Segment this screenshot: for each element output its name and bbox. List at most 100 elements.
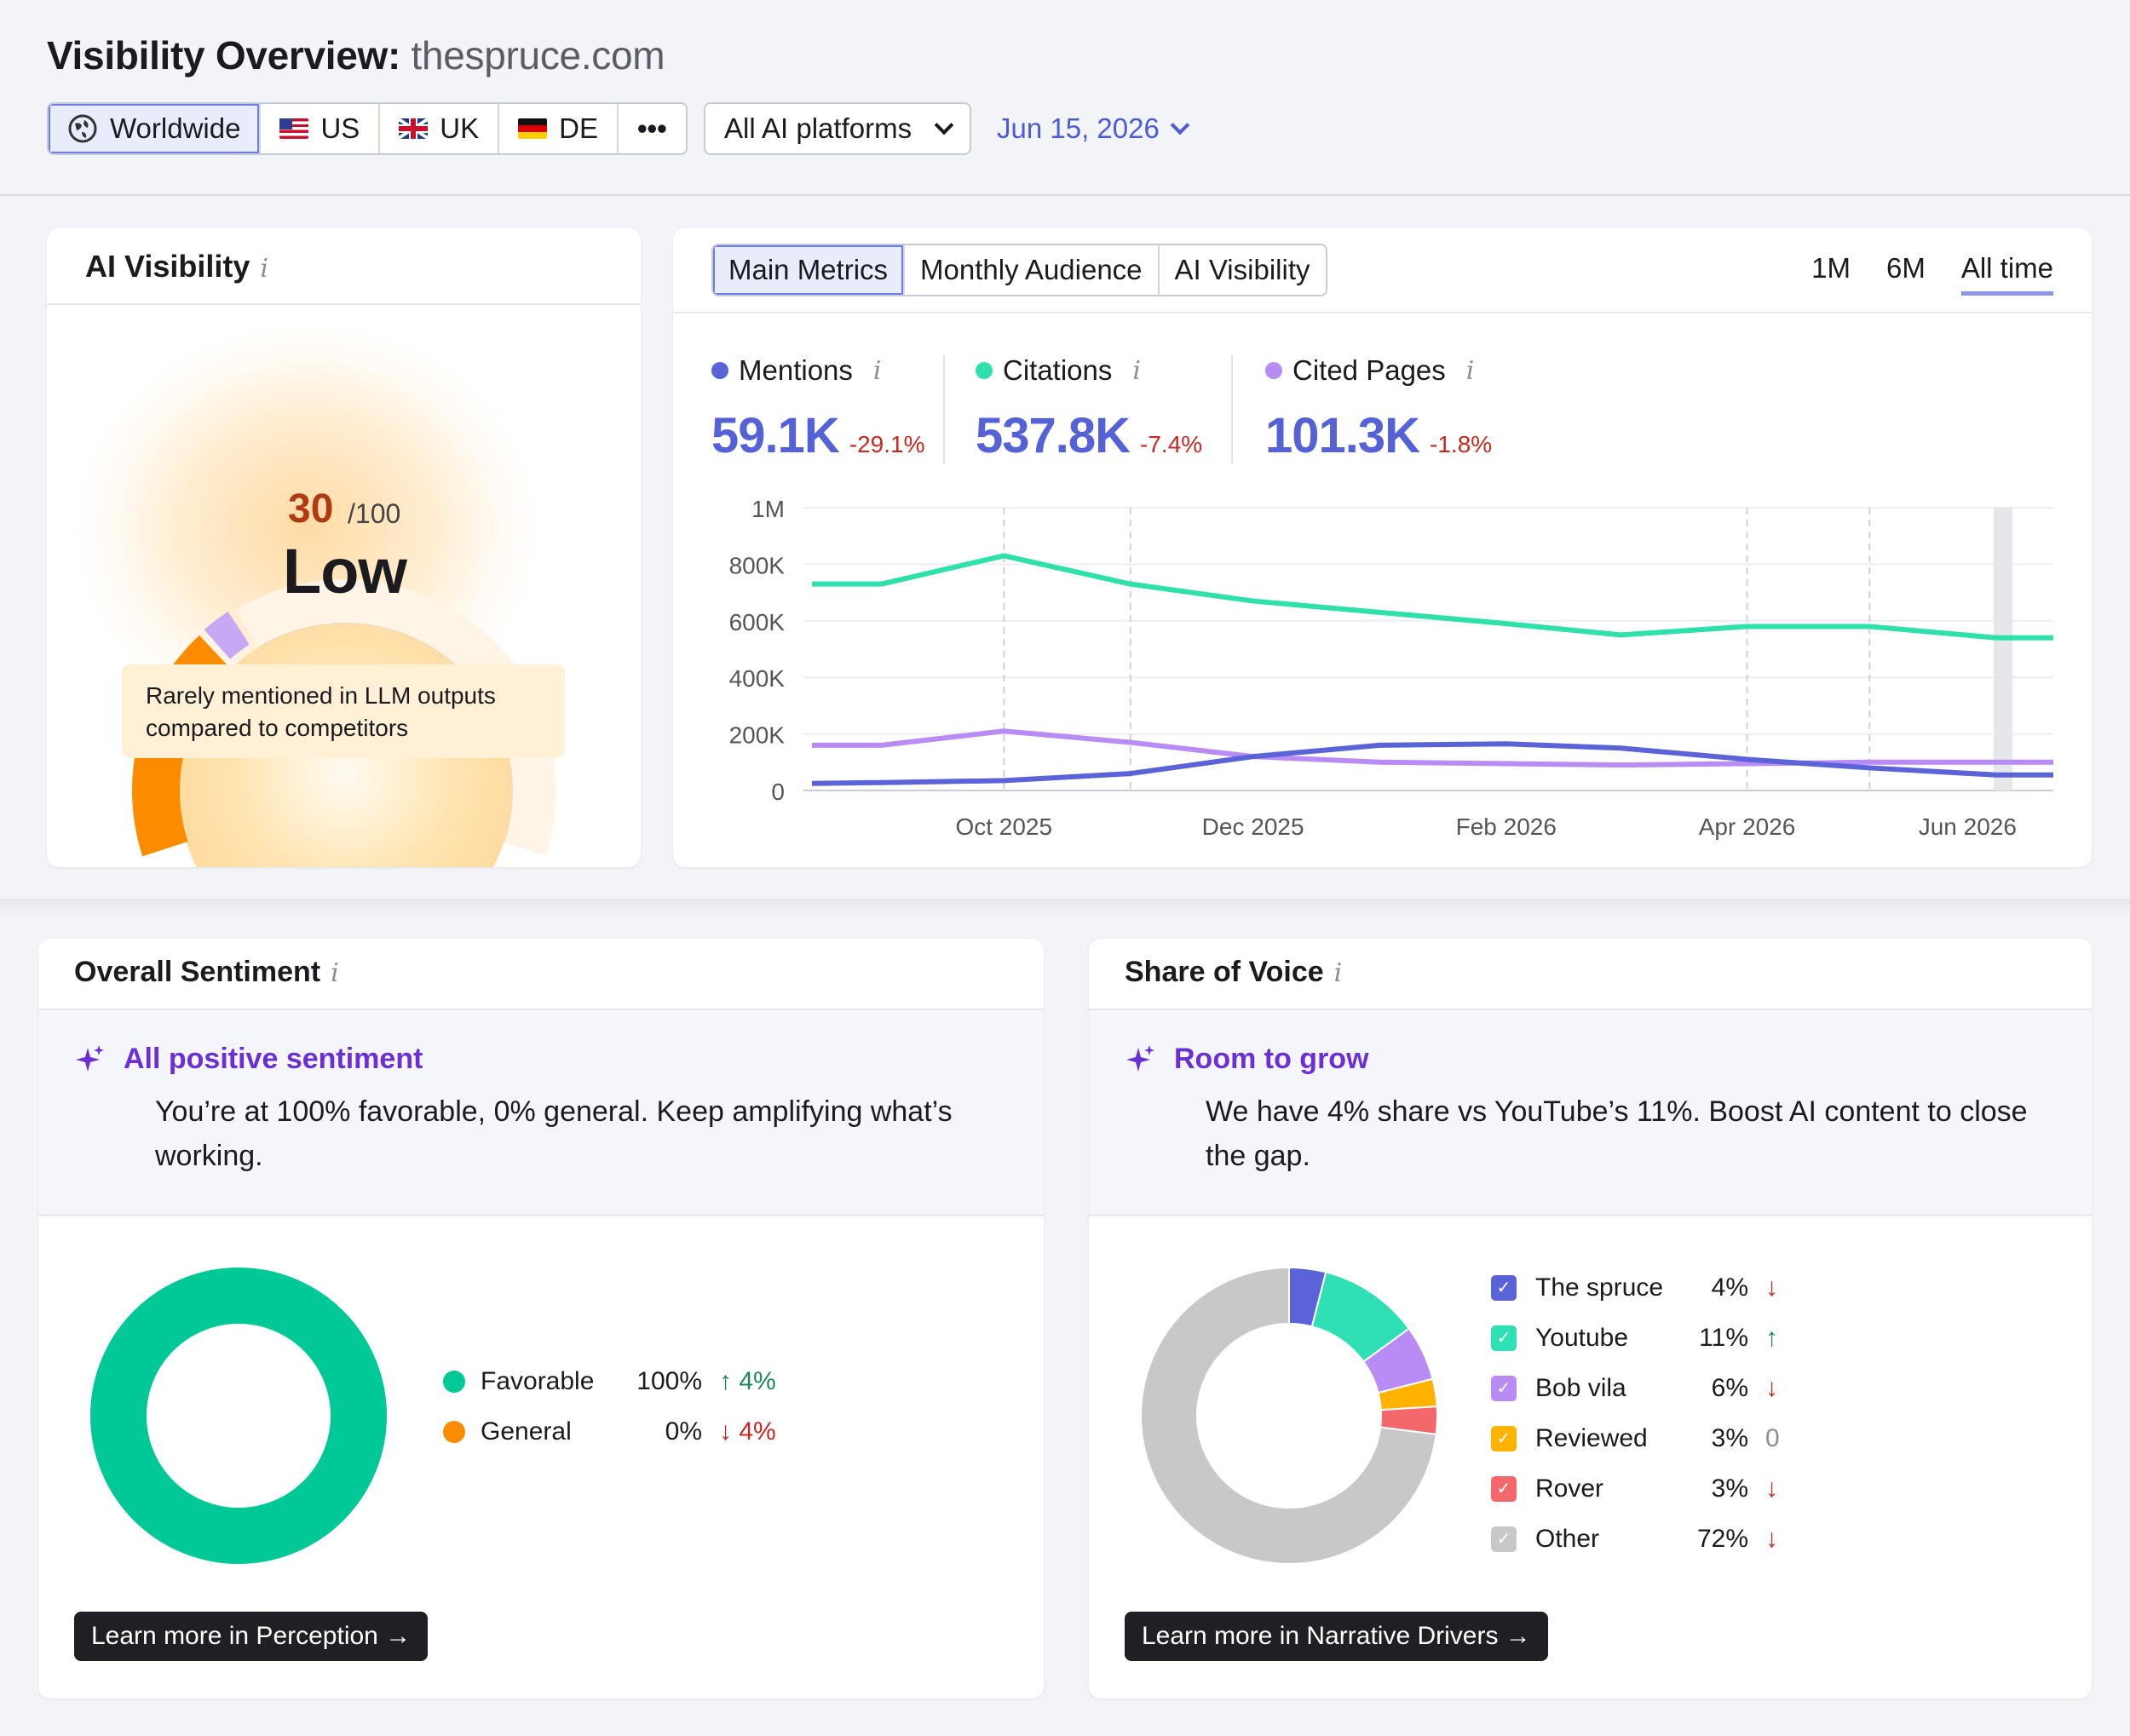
hover-band bbox=[1994, 508, 2012, 790]
general-dot bbox=[443, 1420, 465, 1443]
x-tick-label: Jun 2026 bbox=[1919, 813, 2017, 840]
sov-insight-title: Room to grow bbox=[1174, 1043, 1369, 1075]
checkbox-icon[interactable]: ✓ bbox=[1491, 1325, 1517, 1351]
series-line-citations bbox=[812, 553, 2053, 641]
metric-citations: Citations i 537.8K -7.4% bbox=[976, 354, 1202, 464]
learn-more-narrative-drivers-button[interactable]: Learn more in Narrative Drivers → bbox=[1125, 1612, 1548, 1661]
sov-legend-value: 4% bbox=[1711, 1273, 1748, 1302]
sov-legend-value: 3% bbox=[1711, 1423, 1748, 1452]
info-icon[interactable]: i bbox=[1132, 355, 1141, 386]
sov-legend-trend: ↓ bbox=[1765, 1373, 1778, 1402]
info-icon[interactable]: i bbox=[872, 355, 882, 386]
y-tick-label: 200K bbox=[729, 722, 786, 749]
mentions-dot bbox=[711, 362, 728, 379]
metric-cited-pages-value: 101.3K bbox=[1265, 408, 1420, 463]
sparkle-icon bbox=[76, 1044, 104, 1072]
flag-uk-icon bbox=[399, 118, 429, 139]
sov-legend-row[interactable]: ✓ Bob vila 6% ↓ bbox=[1491, 1363, 1780, 1413]
metric-divider bbox=[943, 354, 945, 463]
visibility-level: Low bbox=[283, 536, 407, 606]
range-all-time[interactable]: All time bbox=[1960, 252, 2053, 296]
page-header bbox=[0, 0, 2130, 196]
visibility-note: Rarely mentioned in LLM outputs compared… bbox=[122, 664, 565, 758]
sov-legend-row[interactable]: ✓ Youtube 11% ↑ bbox=[1491, 1313, 1780, 1363]
globe-icon bbox=[68, 114, 97, 143]
tab-monthly-audience[interactable]: Monthly Audience bbox=[905, 245, 1160, 295]
tab-ai-visibility[interactable]: AI Visibility bbox=[1174, 254, 1310, 285]
region-de-label: DE bbox=[559, 112, 598, 144]
sov-legend-label: Other bbox=[1535, 1524, 1600, 1553]
sentiment-legend: Favorable 100% ↑ 4% General 0% ↓ 4% bbox=[443, 1356, 776, 1457]
sov-legend-row[interactable]: ✓ The spruce 4% ↓ bbox=[1491, 1262, 1780, 1313]
legend-favorable: Favorable 100% ↑ 4% bbox=[443, 1356, 776, 1406]
sov-legend-value: 72% bbox=[1696, 1524, 1748, 1553]
sov-slice-other bbox=[1140, 1266, 1437, 1565]
tab-main-metrics[interactable]: Main Metrics bbox=[713, 245, 906, 295]
visibility-score-max: /100 bbox=[348, 498, 401, 529]
sov-legend-label: Rover bbox=[1535, 1474, 1604, 1503]
time-range-selector: 1M 6M All time bbox=[1811, 252, 2053, 296]
metrics-card: Main Metrics Monthly Audience AI Visibil… bbox=[673, 228, 2092, 867]
page-title-domain: thespruce.com bbox=[411, 33, 665, 78]
region-uk[interactable]: UK bbox=[380, 104, 500, 153]
sov-legend-value: 3% bbox=[1711, 1474, 1748, 1503]
checkbox-icon[interactable]: ✓ bbox=[1491, 1475, 1517, 1502]
sentiment-insight-title: All positive sentiment bbox=[124, 1043, 423, 1075]
sov-legend-trend: ↓ bbox=[1765, 1273, 1778, 1302]
range-6m[interactable]: 6M bbox=[1885, 252, 1926, 284]
citations-dot bbox=[976, 362, 993, 379]
sov-legend-trend: ↑ bbox=[1765, 1323, 1778, 1352]
metric-mentions: Mentions i 59.1K -29.1% bbox=[711, 354, 925, 464]
metric-citations-label: Citations bbox=[1003, 354, 1113, 386]
y-tick-label: 1M bbox=[751, 496, 785, 522]
x-tick-label: Feb 2026 bbox=[1456, 813, 1557, 840]
platform-dropdown-value: All AI platforms bbox=[724, 112, 912, 144]
sentiment-insight: All positive sentiment You’re at 100% fa… bbox=[38, 1010, 1044, 1216]
sov-legend-row[interactable]: ✓ Reviewed 3% 0 bbox=[1491, 1413, 1780, 1463]
metric-cited-pages: Cited Pages i 101.3K -1.8% bbox=[1265, 354, 1492, 464]
page-title-label: Visibility Overview: bbox=[47, 33, 401, 78]
checkbox-icon[interactable]: ✓ bbox=[1491, 1274, 1517, 1301]
region-worldwide[interactable]: Worldwide bbox=[49, 104, 262, 153]
info-icon[interactable]: i bbox=[331, 958, 339, 988]
region-us[interactable]: US bbox=[261, 104, 381, 153]
more-regions-button[interactable]: ••• bbox=[619, 104, 686, 153]
metrics-line-chart: 1M 800K 600K 400K 200K 0 Oct 2025 Dec 2025 Feb 2… bbox=[729, 496, 2053, 840]
sov-legend-label: Bob vila bbox=[1535, 1373, 1626, 1402]
legend-general-label: General bbox=[481, 1417, 572, 1446]
legend-general-trend: ↓ 4% bbox=[719, 1417, 776, 1446]
sentiment-donut-chart bbox=[90, 1268, 387, 1564]
region-de[interactable]: DE bbox=[499, 104, 619, 153]
cited-pages-dot bbox=[1265, 362, 1282, 379]
learn-more-perception-button[interactable]: Learn more in Perception → bbox=[74, 1612, 429, 1661]
favorable-dot bbox=[443, 1370, 465, 1393]
sov-header: Share of Voice i bbox=[1089, 939, 2092, 1010]
checkbox-icon[interactable]: ✓ bbox=[1491, 1526, 1517, 1552]
sov-legend-row[interactable]: ✓ Other 72% ↓ bbox=[1491, 1514, 1780, 1564]
date-picker[interactable]: Jun 15, 2026 bbox=[997, 102, 1190, 155]
sov-legend-trend: ↓ bbox=[1765, 1524, 1778, 1553]
chevron-down-icon bbox=[934, 115, 954, 135]
gauge-marker bbox=[204, 611, 250, 659]
info-icon[interactable]: i bbox=[1333, 958, 1343, 988]
gauge-track bbox=[235, 579, 556, 856]
info-icon[interactable]: i bbox=[1465, 355, 1475, 386]
series-line-cited-pages bbox=[812, 728, 2053, 768]
sentiment-slice-favorable bbox=[90, 1268, 387, 1564]
legend-general-value: 0% bbox=[665, 1417, 702, 1446]
metric-cited-pages-change: -1.8% bbox=[1430, 431, 1493, 457]
more-icon: ••• bbox=[636, 112, 667, 144]
sov-legend-row[interactable]: ✓ Rover 3% ↓ bbox=[1491, 1463, 1780, 1514]
checkbox-icon[interactable]: ✓ bbox=[1491, 1375, 1517, 1401]
gauge-track-edge bbox=[257, 623, 513, 842]
visibility-score: 30 bbox=[288, 486, 334, 532]
sentiment-card: Overall Sentiment i All positive sentimen… bbox=[38, 939, 1044, 1699]
info-icon[interactable]: i bbox=[260, 254, 269, 284]
region-selector: Worldwide US UK DE ••• bbox=[47, 102, 688, 155]
checkbox-icon[interactable]: ✓ bbox=[1491, 1425, 1517, 1451]
region-worldwide-label: Worldwide bbox=[110, 112, 241, 144]
y-tick-label: 0 bbox=[771, 779, 785, 805]
metric-citations-value: 537.8K bbox=[976, 408, 1131, 463]
platform-dropdown[interactable]: All AI platforms bbox=[704, 102, 971, 155]
range-1m[interactable]: 1M bbox=[1811, 252, 1851, 284]
